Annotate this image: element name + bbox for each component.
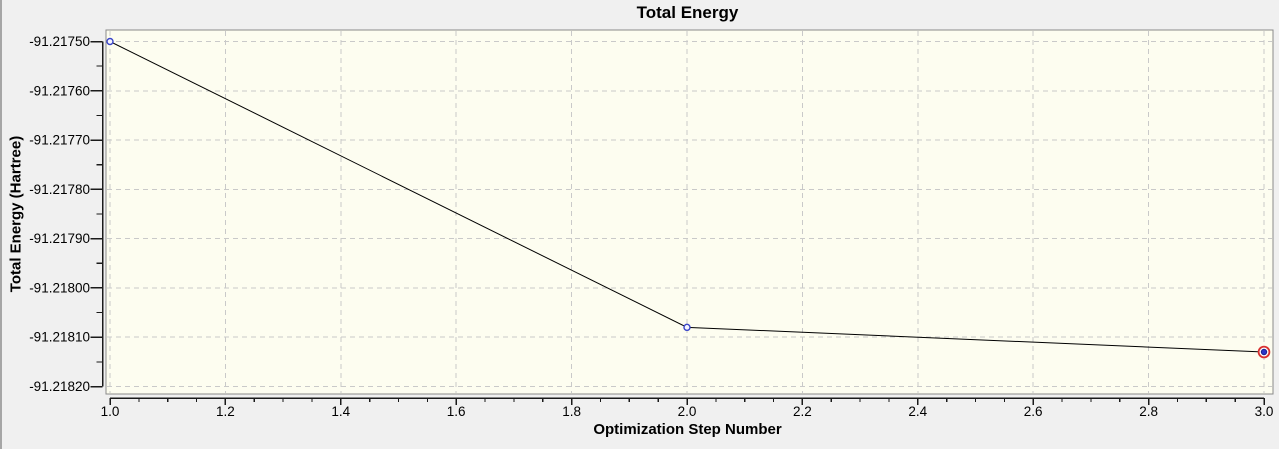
x-tick-label: 1.2 [216, 404, 235, 419]
y-tick-label: -91.21770 [29, 133, 90, 148]
x-tick-label: 1.0 [101, 404, 120, 419]
y-axis-title: Total Energy (Hartree) [7, 135, 25, 293]
selected-data-point-core [1260, 348, 1268, 356]
x-tick-label: 1.8 [562, 404, 581, 419]
chart-title: Total Energy [636, 3, 739, 22]
plot-area[interactable] [105, 29, 1274, 395]
x-tick-label: 1.4 [331, 404, 350, 419]
x-tick-label: 2.0 [678, 404, 697, 419]
data-point[interactable] [683, 323, 691, 332]
data-point[interactable] [106, 37, 114, 46]
x-tick-label: 3.0 [1255, 404, 1274, 419]
x-tick-label: 2.8 [1139, 404, 1158, 419]
y-tick-label: -91.21810 [29, 330, 90, 345]
y-tick-label: -91.21760 [29, 83, 90, 98]
y-tick-label: -91.21800 [29, 280, 90, 295]
y-tick-label: -91.21790 [29, 231, 90, 246]
y-tick-label: -91.21820 [29, 379, 90, 394]
x-tick-label: 2.6 [1024, 404, 1043, 419]
x-tick-label: 2.2 [793, 404, 812, 419]
y-tick-label: -91.21750 [29, 34, 90, 49]
x-tick-label: 1.6 [447, 404, 466, 419]
y-tick-label: -91.21780 [29, 182, 90, 197]
x-tick-label: 2.4 [908, 404, 927, 419]
x-axis-title: Optimization Step Number [593, 421, 782, 438]
